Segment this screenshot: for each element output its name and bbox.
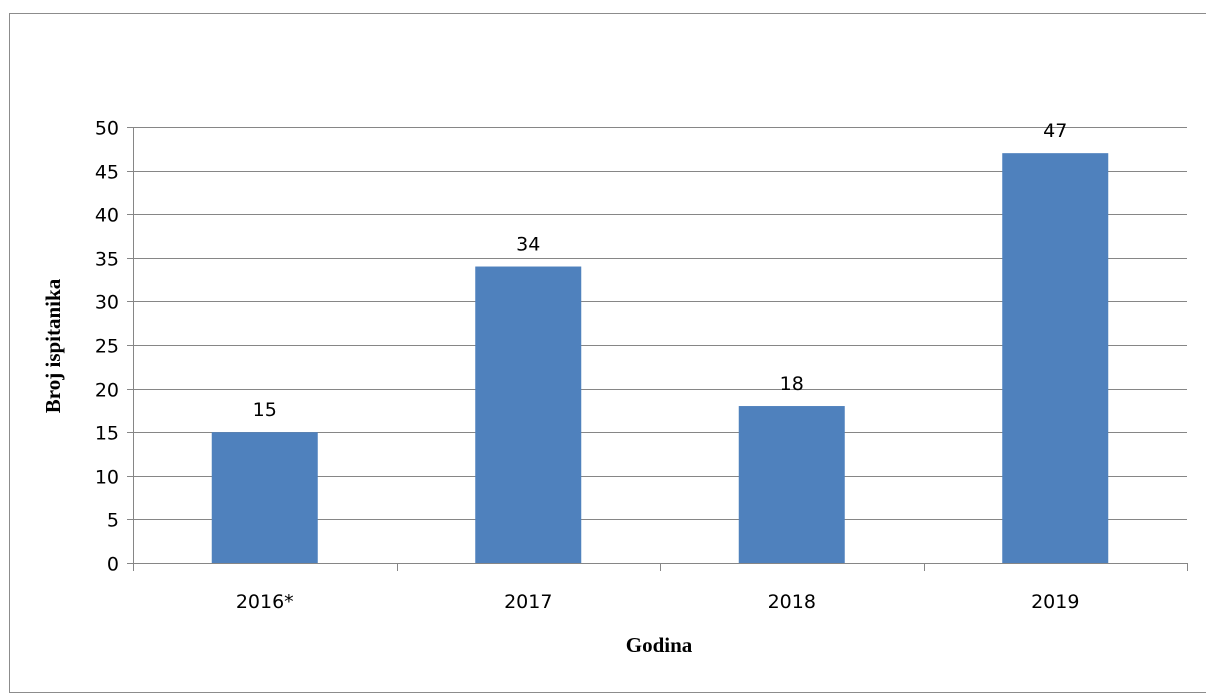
axes	[127, 127, 1188, 571]
data-label: 47	[1043, 120, 1067, 142]
labels: 0 5 10 15 20 25 30 35 40 45 50 15 2016* 34 2017 18 2018 4…	[95, 118, 1080, 614]
y-tick-label: 0	[107, 554, 119, 576]
x-tick-label: 2019	[1031, 591, 1079, 613]
bar-2017	[475, 266, 582, 563]
y-tick-label: 35	[95, 249, 119, 271]
bar-chart: 0 5 10 15 20 25 30 35 40 45 50 15 2016* 34 2017 18 2018 4…	[41, 118, 1188, 657]
x-axis-title: Godina	[626, 633, 693, 657]
data-label: 18	[780, 373, 804, 395]
x-tick-label: 2018	[768, 591, 816, 613]
y-tick-label: 10	[95, 467, 119, 489]
y-tick-label: 20	[95, 380, 119, 402]
bar-2018	[738, 406, 845, 563]
y-tick-label: 30	[95, 292, 119, 314]
data-label: 15	[253, 399, 277, 421]
data-label: 34	[516, 234, 540, 256]
x-tick-label: 2017	[504, 591, 552, 613]
y-tick-label: 45	[95, 162, 119, 184]
x-tick-label: 2016*	[236, 591, 294, 613]
y-tick-label: 15	[95, 423, 119, 445]
bar-2016*	[211, 432, 318, 563]
bar-2019	[1002, 153, 1109, 563]
y-tick-label: 40	[95, 205, 119, 227]
bars	[211, 153, 1109, 563]
y-tick-label: 50	[95, 118, 119, 140]
y-tick-label: 25	[95, 336, 119, 358]
y-tick-label: 5	[107, 510, 119, 532]
y-axis-title: Broj ispitanika	[41, 278, 65, 413]
